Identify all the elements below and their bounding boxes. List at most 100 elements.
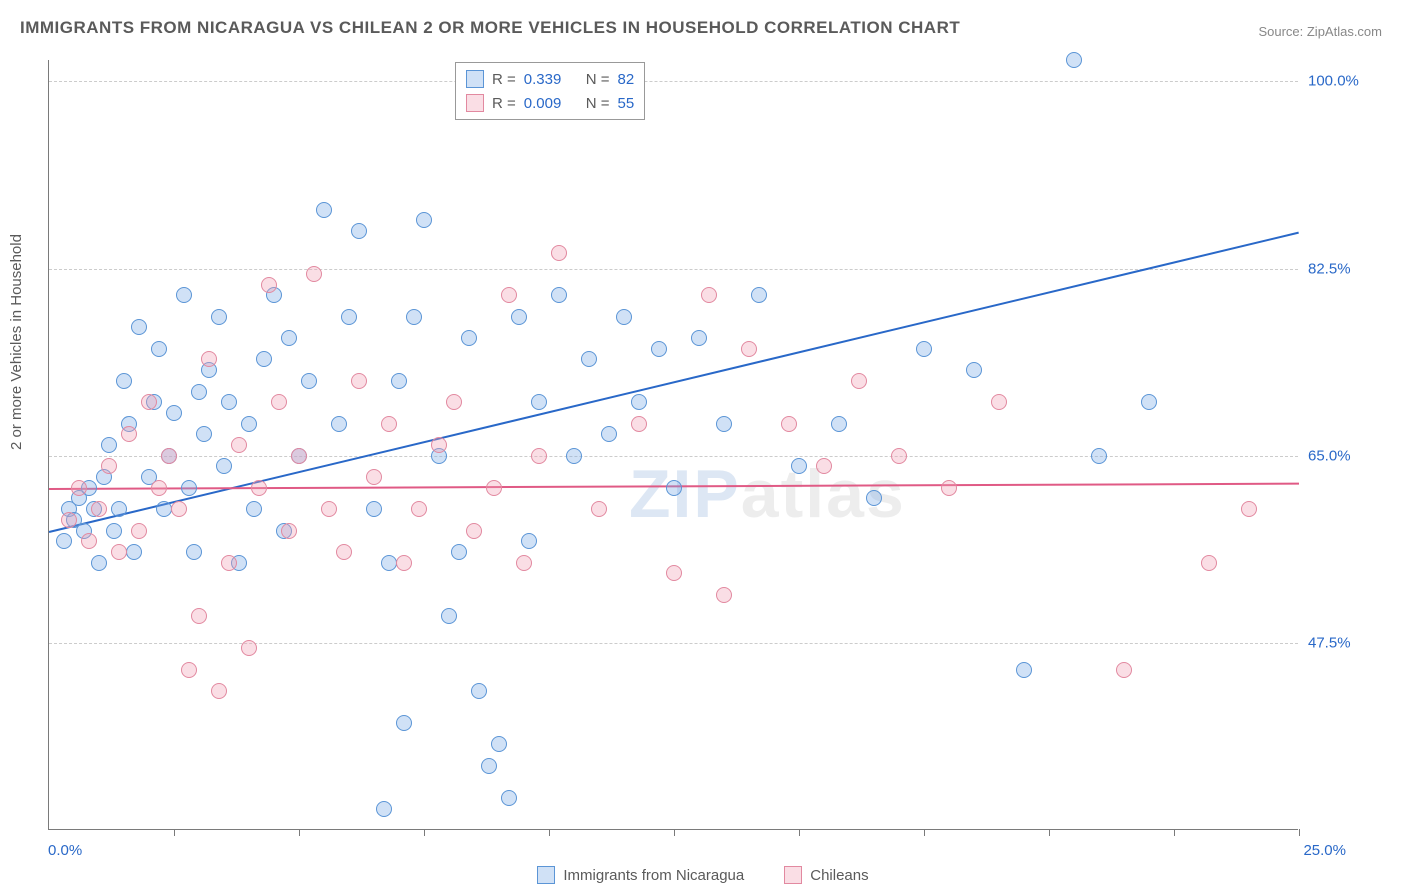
data-point xyxy=(271,394,287,410)
data-point xyxy=(991,394,1007,410)
watermark-prefix: ZIP xyxy=(629,456,741,532)
x-tick xyxy=(549,829,550,836)
data-point xyxy=(156,501,172,517)
data-point xyxy=(441,608,457,624)
gridline xyxy=(49,456,1298,457)
data-point xyxy=(121,426,137,442)
data-point xyxy=(666,565,682,581)
series-legend-item: Chileans xyxy=(784,866,868,884)
data-point xyxy=(941,480,957,496)
data-point xyxy=(566,448,582,464)
x-tick xyxy=(1174,829,1175,836)
x-tick xyxy=(424,829,425,836)
data-point xyxy=(581,351,597,367)
x-tick xyxy=(924,829,925,836)
data-point xyxy=(531,448,547,464)
gridline xyxy=(49,81,1298,82)
data-point xyxy=(531,394,547,410)
y-tick-label: 47.5% xyxy=(1308,634,1393,651)
stats-legend: R =0.339N =82R =0.009N =55 xyxy=(455,62,645,120)
data-point xyxy=(256,351,272,367)
data-point xyxy=(331,416,347,432)
legend-swatch xyxy=(466,94,484,112)
source-attribution: Source: ZipAtlas.com xyxy=(1258,24,1382,39)
data-point xyxy=(141,394,157,410)
x-tick xyxy=(299,829,300,836)
data-point xyxy=(471,683,487,699)
data-point xyxy=(916,341,932,357)
chart-plot-area: ZIPatlas 47.5%65.0%82.5%100.0% xyxy=(48,60,1298,830)
y-axis-label: 2 or more Vehicles in Household xyxy=(8,234,25,450)
data-point xyxy=(601,426,617,442)
data-point xyxy=(551,245,567,261)
legend-r-value: 0.009 xyxy=(524,95,578,112)
x-tick xyxy=(799,829,800,836)
x-tick xyxy=(1049,829,1050,836)
source-label: Source: xyxy=(1258,24,1306,39)
data-point xyxy=(461,330,477,346)
data-point xyxy=(101,458,117,474)
data-point xyxy=(126,544,142,560)
data-point xyxy=(61,512,77,528)
chart-title: IMMIGRANTS FROM NICARAGUA VS CHILEAN 2 O… xyxy=(20,18,960,38)
data-point xyxy=(251,480,267,496)
data-point xyxy=(166,405,182,421)
data-point xyxy=(111,544,127,560)
data-point xyxy=(216,458,232,474)
data-point xyxy=(1241,501,1257,517)
gridline xyxy=(49,643,1298,644)
data-point xyxy=(191,608,207,624)
data-point xyxy=(301,373,317,389)
data-point xyxy=(591,501,607,517)
legend-r-label: R = xyxy=(492,71,516,88)
data-point xyxy=(1091,448,1107,464)
data-point xyxy=(91,555,107,571)
data-point xyxy=(241,640,257,656)
series-name: Immigrants from Nicaragua xyxy=(563,867,744,884)
data-point xyxy=(181,662,197,678)
data-point xyxy=(366,501,382,517)
data-point xyxy=(396,715,412,731)
data-point xyxy=(196,426,212,442)
x-tick xyxy=(1299,829,1300,836)
data-point xyxy=(446,394,462,410)
data-point xyxy=(281,523,297,539)
data-point xyxy=(501,790,517,806)
data-point xyxy=(781,416,797,432)
data-point xyxy=(101,437,117,453)
data-point xyxy=(1066,52,1082,68)
data-point xyxy=(491,736,507,752)
data-point xyxy=(91,501,107,517)
data-point xyxy=(651,341,667,357)
data-point xyxy=(351,373,367,389)
data-point xyxy=(351,223,367,239)
data-point xyxy=(516,555,532,571)
data-point xyxy=(486,480,502,496)
data-point xyxy=(321,501,337,517)
legend-n-label: N = xyxy=(586,95,610,112)
data-point xyxy=(716,416,732,432)
data-point xyxy=(186,544,202,560)
x-tick xyxy=(674,829,675,836)
data-point xyxy=(231,437,247,453)
data-point xyxy=(281,330,297,346)
source-value: ZipAtlas.com xyxy=(1307,24,1382,39)
data-point xyxy=(291,448,307,464)
y-tick-label: 65.0% xyxy=(1308,447,1393,464)
data-point xyxy=(616,309,632,325)
data-point xyxy=(741,341,757,357)
gridline xyxy=(49,269,1298,270)
data-point xyxy=(131,523,147,539)
data-point xyxy=(406,309,422,325)
data-point xyxy=(211,683,227,699)
data-point xyxy=(341,309,357,325)
data-point xyxy=(181,480,197,496)
data-point xyxy=(716,587,732,603)
data-point xyxy=(106,523,122,539)
data-point xyxy=(201,351,217,367)
data-point xyxy=(71,480,87,496)
data-point xyxy=(551,287,567,303)
data-point xyxy=(691,330,707,346)
data-point xyxy=(816,458,832,474)
data-point xyxy=(451,544,467,560)
